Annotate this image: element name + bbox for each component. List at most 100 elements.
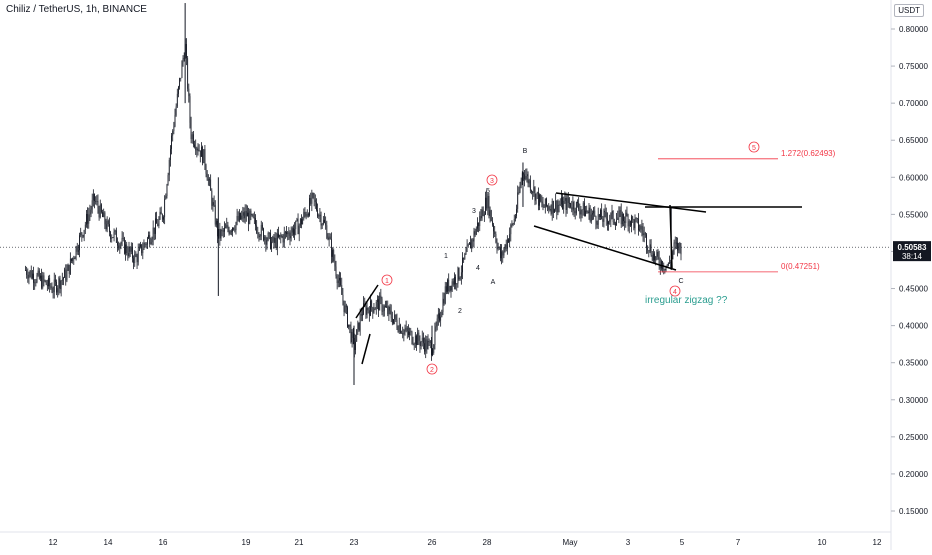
candle-body (419, 340, 421, 347)
candle-body (78, 250, 79, 252)
candle-body (510, 224, 512, 235)
candle-body (380, 295, 382, 299)
candle-body (53, 279, 55, 293)
candle-body (357, 322, 359, 330)
candle-body (175, 106, 177, 116)
candle-body (264, 236, 266, 241)
candle-body (199, 150, 201, 157)
candle-body (485, 197, 486, 215)
candle-body (382, 310, 384, 312)
candle-body (573, 202, 575, 212)
candle-body (678, 243, 680, 251)
y-tick-label: 0.60000 (899, 173, 928, 182)
candle-body (27, 274, 29, 279)
candle-body (579, 209, 581, 215)
candle-body (57, 288, 59, 293)
correction-label: A (491, 279, 496, 286)
y-tick-label: 0.40000 (899, 322, 928, 331)
candle-body (439, 313, 440, 321)
candle-body (350, 326, 352, 343)
candle-body (251, 214, 253, 216)
currency-unit-badge[interactable]: USDT (894, 4, 924, 17)
candle-body (420, 341, 422, 347)
candle-body (425, 339, 427, 352)
y-tick-label: 0.25000 (899, 433, 928, 442)
candle-body (167, 175, 169, 185)
candle-body (493, 224, 494, 232)
candle-body (327, 238, 329, 240)
candle-body (297, 219, 299, 235)
candle-body (265, 236, 267, 245)
candle-body (240, 213, 241, 220)
candle-body (623, 213, 624, 222)
candle-body (317, 209, 318, 217)
candle-body (137, 250, 139, 263)
candle-body (473, 231, 475, 242)
candle-body (433, 344, 435, 353)
candle-body (374, 308, 376, 311)
x-tick-label: 12 (49, 538, 58, 547)
candle-body (172, 131, 174, 136)
candle-body (390, 310, 392, 319)
candle-body (219, 228, 221, 239)
candle-body (554, 209, 555, 213)
candle-body (130, 246, 132, 252)
candle-body (64, 269, 65, 278)
candle-body (594, 210, 596, 217)
wave-label: 2 (430, 367, 434, 374)
candle-body (118, 245, 120, 249)
candle-body (198, 150, 200, 152)
candle-body (586, 210, 588, 212)
candle-body (449, 285, 451, 292)
candle-body (650, 244, 652, 256)
candle-body (155, 218, 156, 234)
candle-body (30, 270, 32, 279)
candle-body (125, 244, 126, 254)
candle-body (179, 78, 180, 87)
candle-body (635, 218, 637, 220)
candle-body (204, 149, 206, 166)
candle-body (99, 204, 101, 218)
candle-body (414, 335, 416, 345)
candle-body (249, 210, 251, 224)
candle-body (368, 310, 370, 316)
fib-level-label: 0(0.47251) (781, 262, 820, 271)
candle-body (56, 281, 57, 293)
candle-body (153, 227, 155, 234)
candle-body (373, 310, 375, 313)
candle-body (88, 214, 90, 224)
candle-body (518, 192, 520, 194)
candle-body (110, 232, 111, 239)
candle-body (383, 306, 385, 311)
candle-body (42, 275, 44, 288)
candle-body (450, 285, 452, 291)
candle-body (664, 268, 666, 270)
candle-body (562, 197, 563, 210)
candle-body (609, 220, 611, 222)
candle-body (186, 44, 187, 59)
candle-body (478, 222, 479, 227)
subwave-label: 2 (458, 308, 462, 315)
candle-body (318, 214, 320, 217)
candle-body (213, 202, 215, 206)
candle-body (143, 243, 145, 250)
candle-body (634, 219, 636, 229)
candle-body (95, 201, 97, 202)
subwave-label: 3 (472, 208, 476, 215)
candle-body (628, 221, 630, 227)
x-tick-label: 23 (350, 538, 359, 547)
candle-body (305, 213, 307, 217)
candle-body (608, 221, 609, 225)
candle-body (43, 275, 45, 281)
candle-body (640, 226, 642, 230)
candle-body (654, 253, 655, 261)
candle-body (343, 300, 345, 312)
candle-body (492, 220, 493, 225)
candle-body (446, 286, 447, 292)
candle-body (129, 247, 131, 252)
candle-body (584, 202, 585, 217)
candle-body (298, 225, 300, 235)
candle-body (556, 200, 558, 213)
